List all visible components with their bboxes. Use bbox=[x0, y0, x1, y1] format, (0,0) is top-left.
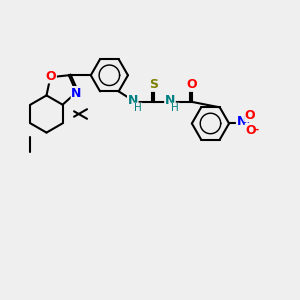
Text: +: + bbox=[244, 116, 253, 126]
Text: -: - bbox=[254, 125, 259, 135]
Text: O: O bbox=[245, 124, 256, 136]
Text: H: H bbox=[134, 103, 142, 113]
Text: O: O bbox=[245, 109, 255, 122]
Text: O: O bbox=[46, 70, 56, 83]
Text: H: H bbox=[172, 103, 179, 113]
Text: S: S bbox=[149, 78, 158, 91]
Text: N: N bbox=[128, 94, 138, 107]
Text: N: N bbox=[236, 115, 247, 128]
Text: O: O bbox=[187, 78, 197, 91]
Text: N: N bbox=[71, 87, 82, 100]
Text: N: N bbox=[165, 94, 175, 107]
